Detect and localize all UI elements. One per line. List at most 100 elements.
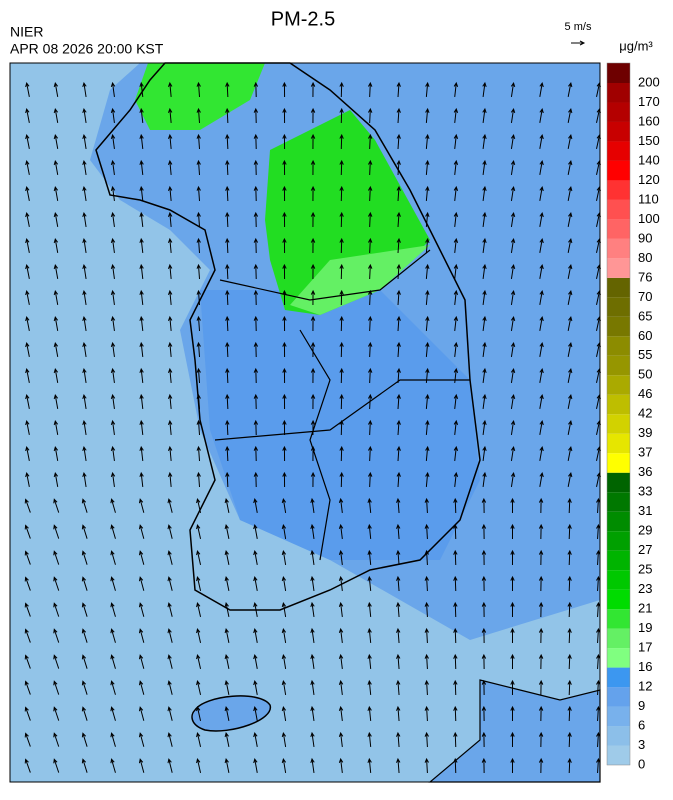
wind-arrow	[225, 237, 230, 254]
colorbar-label: 17	[638, 640, 652, 655]
wind-arrow	[453, 341, 459, 358]
wind-arrow	[396, 185, 401, 202]
wind-arrow	[167, 107, 173, 124]
wind-arrow	[425, 367, 430, 384]
wind-arrow	[567, 472, 573, 487]
wind-arrow	[396, 445, 401, 462]
wind-arrow	[225, 133, 230, 150]
wind-arrow	[567, 368, 573, 383]
wind-arrow	[167, 367, 173, 384]
wind-arrow	[167, 758, 173, 773]
wind-arrow	[110, 445, 116, 462]
wind-arrow	[281, 627, 287, 643]
wind-arrow	[225, 315, 230, 332]
wind-arrow	[510, 653, 515, 670]
wind-arrow	[367, 107, 373, 124]
wind-arrow	[510, 107, 516, 123]
wind-arrow	[167, 445, 173, 462]
wind-arrow	[338, 705, 344, 722]
colorbar-segment	[607, 102, 630, 122]
colorbar-segment	[607, 141, 630, 161]
wind-arrow	[596, 342, 601, 357]
colorbar-label: 27	[638, 542, 652, 557]
wind-arrow	[167, 211, 173, 228]
wind-arrow	[53, 498, 60, 513]
colorbar-segment	[607, 648, 630, 668]
wind-arrow	[510, 81, 516, 97]
wind-arrow	[225, 471, 230, 488]
wind-arrow	[253, 523, 258, 539]
wind-arrow	[167, 628, 173, 643]
wind-arrow	[510, 367, 516, 383]
colorbar-label: 140	[638, 152, 660, 167]
wind-arrow	[196, 315, 201, 332]
wind-arrow	[253, 393, 259, 410]
wind-arrow	[282, 445, 287, 462]
wind-arrow	[396, 367, 401, 384]
wind-arrow	[310, 601, 315, 618]
wind-arrow	[224, 654, 230, 669]
wind-arrow	[539, 445, 544, 461]
wind-arrow	[453, 627, 458, 644]
wind-arrow	[225, 263, 230, 280]
wind-arrow	[225, 81, 230, 98]
wind-arrow	[453, 263, 459, 280]
wind-arrow	[82, 445, 87, 461]
colorbar-label: 9	[638, 698, 645, 713]
wind-arrow	[453, 393, 459, 410]
wind-arrow	[138, 550, 145, 565]
wind-arrow	[82, 107, 87, 123]
wind-arrow	[510, 237, 516, 253]
wind-arrow	[82, 419, 87, 435]
wind-arrow	[453, 419, 459, 436]
wind-arrow	[139, 159, 144, 176]
datetime: APR 08 2026 20:00 KST	[10, 41, 164, 57]
wind-arrow	[453, 575, 458, 592]
wind-arrow	[167, 419, 173, 436]
wind-arrow	[281, 575, 287, 591]
wind-arrow	[481, 523, 487, 540]
wind-arrow	[567, 420, 573, 435]
wind-arrow	[253, 419, 259, 436]
wind-arrow	[24, 602, 31, 617]
wind-arrow	[282, 393, 287, 410]
wind-arrow	[53, 576, 60, 591]
colorbar-label: 120	[638, 172, 660, 187]
colorbar-segment	[607, 745, 630, 765]
wind-arrow	[224, 550, 230, 565]
wind-arrow	[510, 705, 515, 722]
wind-arrow	[53, 628, 60, 643]
wind-arrow	[539, 81, 544, 97]
wind-arrow	[282, 133, 287, 150]
wind-arrow	[224, 706, 230, 721]
wind-arrow	[567, 679, 572, 696]
wind-arrow	[196, 159, 201, 176]
wind-arrow	[539, 107, 544, 123]
wind-arrow	[167, 133, 173, 150]
wind-arrow	[338, 679, 344, 696]
wind-arrow	[339, 133, 344, 150]
wind-arrow	[82, 159, 87, 175]
colorbar-label: 29	[638, 523, 652, 538]
wind-arrow	[453, 133, 459, 150]
wind-arrow	[567, 186, 573, 201]
wind-arrow	[482, 315, 487, 332]
wind-arrow	[567, 757, 572, 774]
wind-arrow	[339, 393, 344, 410]
wind-arrow	[425, 445, 430, 462]
wind-arrow	[196, 263, 201, 280]
wind-arrow	[482, 367, 487, 384]
colorbar-segment	[607, 180, 630, 200]
colorbar-segment	[607, 433, 630, 454]
wind-arrow	[396, 627, 401, 644]
source: NIER	[10, 24, 43, 40]
wind-arrow	[482, 341, 487, 358]
wind-arrow	[396, 731, 401, 748]
colorbar-label: 12	[638, 678, 652, 693]
wind-arrow	[253, 237, 259, 254]
wind-arrow	[167, 289, 173, 306]
title: PM-2.5	[271, 8, 335, 30]
wind-arrow	[82, 263, 87, 279]
colorbar-label: 60	[638, 328, 652, 343]
